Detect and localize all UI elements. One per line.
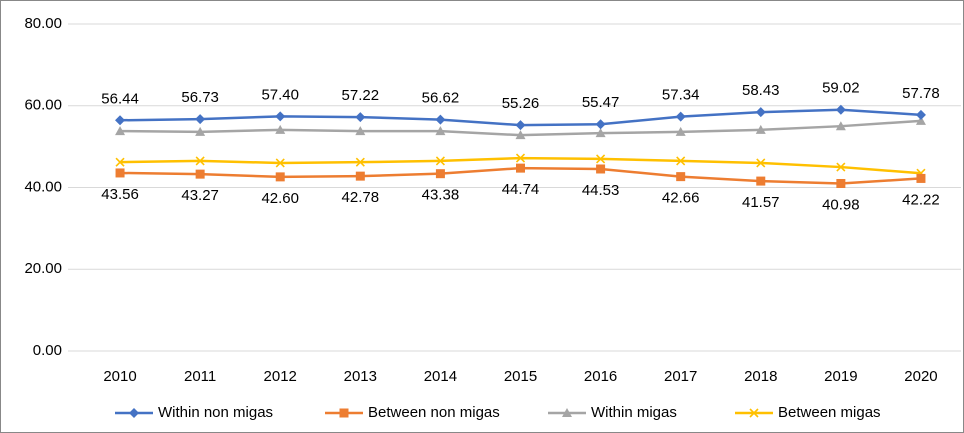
data-label: 43.38	[422, 187, 460, 204]
x-tick-label: 2015	[504, 368, 537, 385]
data-label: 42.78	[342, 189, 380, 206]
marker	[195, 114, 206, 125]
marker	[115, 115, 126, 126]
data-label: 42.22	[902, 191, 940, 208]
x-tick-label: 2018	[744, 368, 777, 385]
x-tick-label: 2012	[264, 368, 297, 385]
marker	[355, 157, 365, 167]
marker	[595, 119, 606, 130]
x-tick-label: 2011	[184, 368, 216, 385]
marker	[755, 124, 766, 134]
marker	[515, 120, 526, 131]
marker	[915, 115, 926, 125]
x-tick-label: 2016	[584, 368, 617, 385]
marker	[516, 163, 525, 173]
marker	[836, 162, 846, 172]
y-tick-label: 80.00	[24, 15, 62, 32]
marker	[275, 111, 286, 122]
marker	[435, 114, 446, 125]
marker	[916, 173, 926, 183]
data-label: 57.78	[902, 85, 940, 102]
data-label: 59.02	[822, 80, 860, 97]
data-label: 42.60	[261, 190, 299, 207]
marker	[675, 126, 686, 136]
x-tick-label: 2010	[103, 368, 136, 385]
marker	[835, 121, 846, 131]
data-label: 44.74	[502, 181, 540, 198]
data-label: 58.43	[742, 82, 780, 99]
marker	[275, 172, 285, 182]
marker	[355, 112, 366, 123]
marker	[435, 126, 446, 136]
y-tick-label: 0.00	[33, 342, 62, 359]
legend-label: Within migas	[591, 404, 677, 421]
marker	[435, 169, 445, 179]
marker	[562, 408, 572, 417]
data-label: 56.73	[181, 89, 219, 106]
x-tick-label: 2013	[344, 368, 377, 385]
data-label: 44.53	[582, 182, 620, 199]
marker	[195, 126, 206, 136]
x-tick-label: 2017	[664, 368, 697, 385]
marker	[115, 126, 126, 136]
marker	[339, 408, 349, 418]
marker	[129, 408, 139, 418]
y-tick-label: 20.00	[24, 260, 62, 277]
marker	[835, 104, 846, 115]
marker	[676, 172, 686, 182]
data-label: 43.56	[101, 186, 139, 203]
marker	[596, 154, 606, 164]
data-label: 57.34	[662, 87, 700, 104]
marker	[596, 164, 606, 174]
marker	[515, 130, 526, 140]
data-label: 57.22	[342, 87, 380, 104]
marker	[749, 408, 759, 418]
x-tick-label: 2019	[824, 368, 857, 385]
data-label: 57.40	[261, 86, 299, 103]
data-label: 55.26	[502, 95, 540, 112]
data-label: 41.57	[742, 194, 780, 211]
x-tick-label: 2020	[904, 368, 937, 385]
legend-label: Between non migas	[368, 404, 500, 421]
marker	[756, 158, 766, 168]
data-label: 43.27	[181, 187, 219, 204]
marker	[275, 124, 286, 134]
marker	[195, 156, 205, 166]
marker	[915, 109, 926, 120]
marker	[275, 158, 285, 168]
marker	[676, 156, 686, 166]
data-label: 42.66	[662, 190, 700, 207]
marker	[195, 169, 205, 179]
marker	[355, 126, 366, 136]
marker	[595, 128, 606, 138]
legend-label: Between migas	[778, 404, 881, 421]
marker	[756, 176, 766, 186]
x-tick-label: 2014	[424, 368, 457, 385]
marker	[435, 156, 445, 166]
marker	[675, 111, 686, 122]
y-tick-label: 60.00	[24, 97, 62, 114]
data-label: 40.98	[822, 196, 860, 213]
y-tick-label: 40.00	[24, 178, 62, 195]
marker	[115, 168, 125, 178]
data-label: 56.62	[422, 90, 460, 107]
marker	[755, 107, 766, 118]
marker	[355, 171, 365, 181]
data-label: 55.47	[582, 94, 620, 111]
marker	[115, 157, 125, 167]
marker	[836, 178, 846, 188]
legend-label: Within non migas	[158, 404, 273, 421]
data-label: 56.44	[101, 90, 139, 107]
marker	[515, 153, 526, 163]
